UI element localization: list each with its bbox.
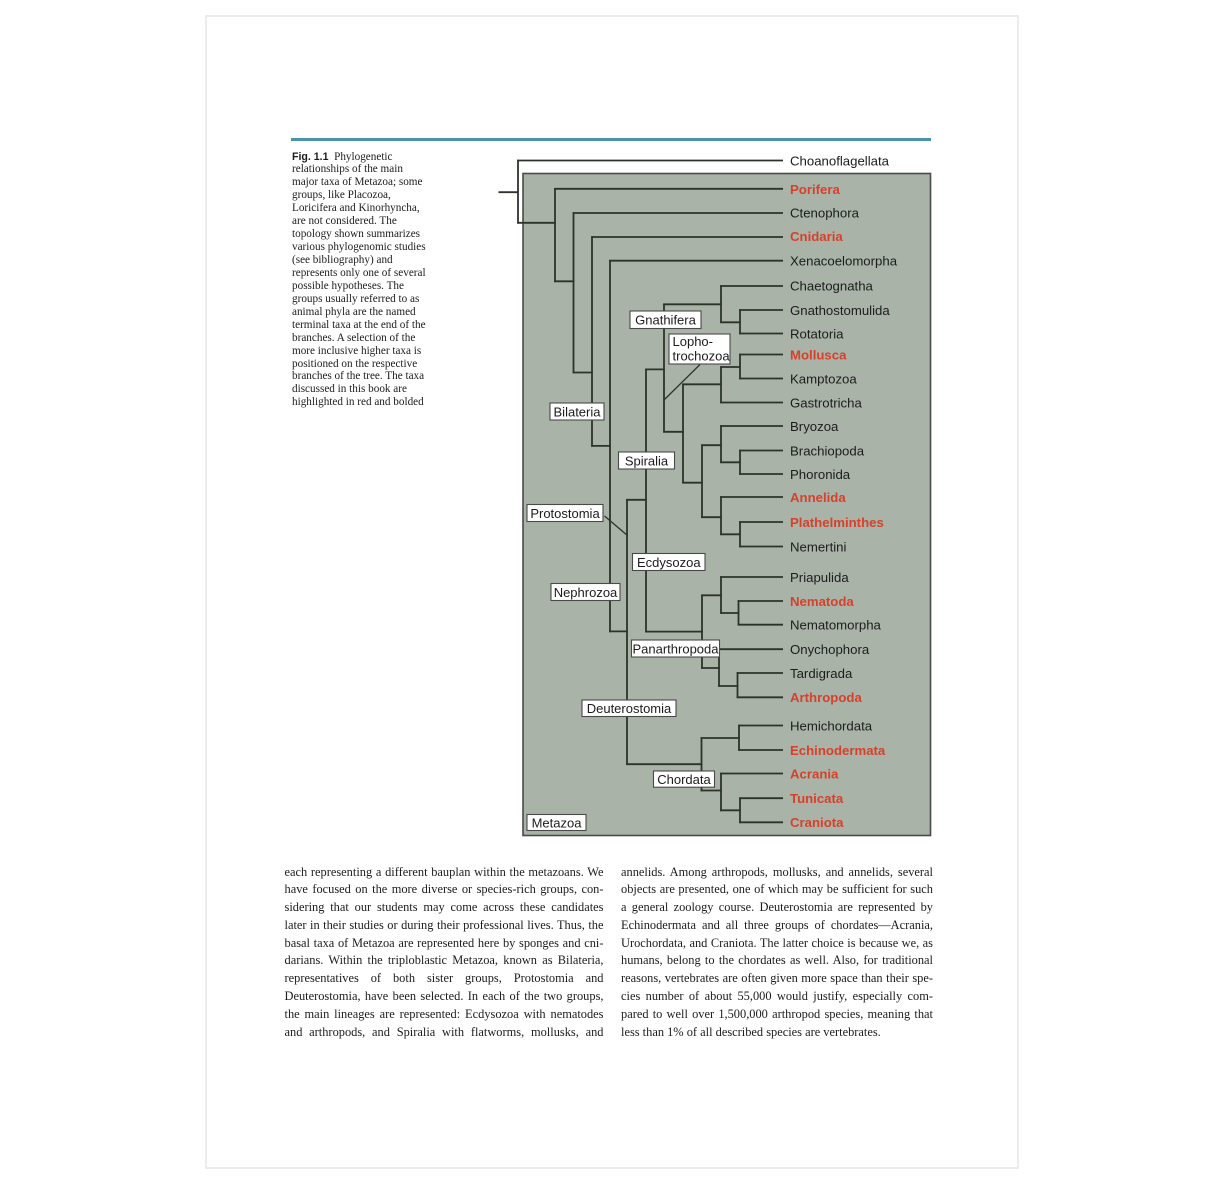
- svg-text:Deuterostomia: Deuterostomia: [587, 701, 672, 716]
- svg-text:Onychophora: Onychophora: [790, 642, 870, 657]
- svg-text:Tunicata: Tunicata: [790, 791, 844, 806]
- svg-text:Choanoflagellata: Choanoflagellata: [790, 153, 890, 168]
- svg-text:Arthropoda: Arthropoda: [790, 690, 862, 705]
- svg-text:Nephrozoa: Nephrozoa: [554, 585, 618, 600]
- svg-text:Porifera: Porifera: [790, 182, 841, 197]
- svg-text:Mollusca: Mollusca: [790, 347, 847, 362]
- svg-text:Protostomia: Protostomia: [530, 506, 600, 521]
- svg-text:Panarthropoda: Panarthropoda: [632, 641, 719, 656]
- svg-text:Chordata: Chordata: [657, 772, 711, 787]
- svg-text:trochozoa: trochozoa: [673, 349, 731, 364]
- svg-text:Brachiopoda: Brachiopoda: [790, 443, 865, 458]
- svg-text:Acrania: Acrania: [790, 766, 839, 781]
- svg-text:Nematoda: Nematoda: [790, 594, 854, 609]
- svg-text:Hemichordata: Hemichordata: [790, 718, 873, 733]
- svg-text:Lopho-: Lopho-: [673, 334, 713, 349]
- svg-text:Ctenophora: Ctenophora: [790, 206, 860, 221]
- svg-text:Bryozoa: Bryozoa: [790, 419, 839, 434]
- svg-text:Gnathostomulida: Gnathostomulida: [790, 303, 890, 318]
- svg-text:Nematomorpha: Nematomorpha: [790, 618, 882, 633]
- svg-text:Metazoa: Metazoa: [532, 815, 583, 830]
- svg-text:Kamptozoa: Kamptozoa: [790, 371, 857, 386]
- svg-text:Annelida: Annelida: [790, 490, 846, 505]
- svg-text:Spiralia: Spiralia: [625, 453, 669, 468]
- svg-text:Craniota: Craniota: [790, 815, 844, 830]
- svg-text:Rotatoria: Rotatoria: [790, 326, 844, 341]
- svg-text:Tardigrada: Tardigrada: [790, 666, 853, 681]
- svg-text:Chaetognatha: Chaetognatha: [790, 279, 874, 294]
- svg-text:Phoronida: Phoronida: [790, 467, 851, 482]
- svg-text:Gastrotricha: Gastrotricha: [790, 395, 862, 410]
- svg-text:Priapulida: Priapulida: [790, 570, 849, 585]
- svg-text:Ecdysozoa: Ecdysozoa: [637, 555, 701, 570]
- svg-text:Gnathifera: Gnathifera: [635, 313, 696, 328]
- svg-text:Echinodermata: Echinodermata: [790, 743, 886, 758]
- svg-text:Cnidaria: Cnidaria: [790, 229, 843, 244]
- svg-text:Bilateria: Bilateria: [554, 404, 602, 419]
- svg-text:Nemertini: Nemertini: [790, 539, 846, 554]
- svg-text:Xenacoelomorpha: Xenacoelomorpha: [790, 253, 898, 268]
- svg-text:Plathelminthes: Plathelminthes: [790, 515, 884, 530]
